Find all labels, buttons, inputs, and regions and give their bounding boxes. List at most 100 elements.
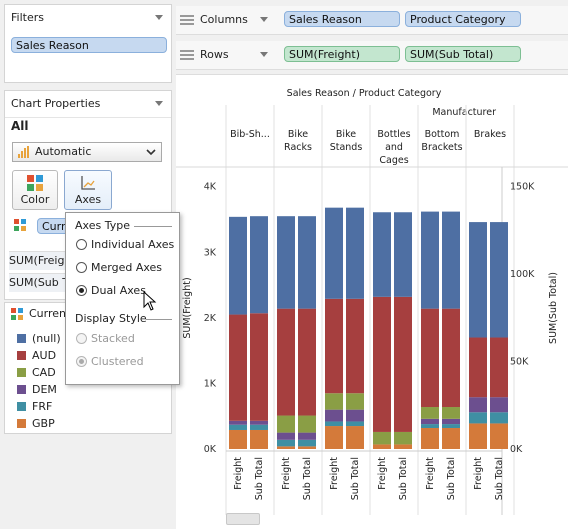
bar-measure-label: Freight [233, 457, 244, 490]
option-individual-axes-label: Individual Axes [91, 238, 175, 251]
option-clustered-label: Clustered [91, 355, 144, 368]
option-merged-axes[interactable]: Merged Axes [76, 260, 162, 276]
radio-clustered [76, 356, 87, 367]
chart-properties-title: Chart Properties [5, 91, 171, 118]
display-style-divider [146, 319, 172, 320]
bar-segment [421, 407, 439, 419]
measure-subtotal-row[interactable]: SUM(Sub Tot [9, 273, 65, 292]
radio-merged-axes[interactable] [76, 262, 87, 273]
axes-type-header: Axes Type [75, 219, 130, 232]
mark-type-select[interactable]: Automatic [12, 142, 162, 162]
bar-segment [469, 222, 487, 338]
color-button-label: Color [20, 193, 50, 206]
bar-segment [325, 421, 343, 427]
bar-segment [469, 412, 487, 424]
bar-segment [229, 216, 247, 315]
columns-shelf: Columns Sales Reason Product Category [176, 6, 568, 35]
bar-measure-label: Sub Total [302, 457, 313, 500]
bar-segment [229, 420, 247, 425]
legend-label: CAD [32, 366, 56, 379]
right-axis-tick: 100K [510, 269, 535, 280]
rows-shelf: Rows SUM(Freight) SUM(Sub Total) [176, 41, 568, 70]
filters-menu-icon[interactable] [155, 15, 163, 20]
left-axis-tick: 2K [204, 313, 217, 324]
bar-segment [346, 207, 364, 299]
bar-segment [250, 424, 268, 430]
rows-menu-icon[interactable] [260, 52, 268, 57]
axes-button[interactable]: Axes [64, 170, 112, 210]
bar-measure-label: Sub Total [254, 457, 265, 500]
legend-item[interactable]: AUD [17, 348, 56, 364]
columns-pill-sales-reason[interactable]: Sales Reason [284, 11, 400, 27]
bar-measure-label: Sub Total [446, 457, 457, 500]
columns-menu-icon[interactable] [260, 17, 268, 22]
right-axis-tick: 0K [510, 444, 523, 455]
category-header: Brackets [421, 142, 462, 153]
rows-pill-subtotal[interactable]: SUM(Sub Total) [405, 46, 521, 62]
bar-segment [346, 393, 364, 410]
bar-segment [421, 424, 439, 429]
bar-segment [490, 423, 508, 449]
bar-segment [325, 393, 343, 410]
bar-segment [277, 446, 295, 449]
legend-item[interactable]: (null) [17, 331, 61, 347]
bar-measure-label: Sub Total [350, 457, 361, 500]
radio-dual-axes[interactable] [76, 285, 87, 296]
legend-label: GBP [32, 417, 55, 430]
columns-pill-product-category[interactable]: Product Category [405, 11, 521, 27]
bar-segment [346, 421, 364, 427]
bar-segment [325, 426, 343, 449]
legend-item[interactable]: CAD [17, 365, 56, 381]
category-header: Racks [284, 142, 312, 153]
bar-measure-label: Freight [377, 457, 388, 490]
legend-item[interactable]: DEM [17, 382, 57, 398]
legend-label: DEM [32, 383, 57, 396]
bar-measure-label: Freight [329, 457, 340, 490]
bar-segment [298, 415, 316, 433]
legend-swatch [17, 368, 26, 377]
bar-segment [469, 423, 487, 449]
legend-swatch [17, 385, 26, 394]
bar-segment [229, 314, 247, 421]
bar-segment [490, 337, 508, 398]
right-axis-label: SUM(Sub Total) [548, 272, 559, 344]
measure-freight-row[interactable]: SUM(Freigh [9, 251, 65, 270]
horizontal-scrollbar-thumb[interactable] [226, 513, 260, 525]
category-header: Brakes [474, 129, 506, 140]
bar-measure-label: Sub Total [494, 457, 505, 500]
legend-item[interactable]: GBP [17, 416, 55, 432]
bar-segment [373, 444, 391, 449]
bar-segment [298, 216, 316, 309]
chart-properties-menu-icon[interactable] [155, 101, 163, 106]
axes-button-label: Axes [74, 193, 102, 206]
bar-segment [277, 308, 295, 416]
bar-segment [442, 407, 460, 419]
option-dual-axes[interactable]: Dual Axes [76, 283, 146, 299]
legend-swatch [17, 334, 26, 343]
currency-color-icon [14, 219, 26, 231]
bar-segment [442, 418, 460, 425]
subheader-manufacturer: Manufacturer [432, 107, 496, 118]
legend-item[interactable]: FRF [17, 399, 52, 415]
left-axis-tick: 3K [204, 247, 217, 258]
bar-segment [442, 424, 460, 429]
bar-segment [298, 446, 316, 449]
legend-label: AUD [32, 349, 57, 362]
bar-segment [277, 432, 295, 440]
filter-pill-sales-reason[interactable]: Sales Reason [11, 37, 167, 53]
legend-label: FRF [32, 400, 53, 413]
rows-pill-freight[interactable]: SUM(Freight) [284, 46, 400, 62]
chevron-down-icon [146, 149, 156, 156]
color-button[interactable]: Color [12, 170, 58, 210]
option-individual-axes[interactable]: Individual Axes [76, 237, 174, 253]
bar-segment [394, 444, 412, 449]
bar-segment [229, 429, 247, 449]
left-axis-tick: 4K [204, 182, 217, 193]
category-header: Bike [336, 129, 356, 140]
columns-label: Columns [200, 13, 248, 26]
bar-segment [277, 216, 295, 309]
bar-segment [277, 439, 295, 447]
bar-segment [490, 397, 508, 413]
radio-individual-axes[interactable] [76, 239, 87, 250]
category-header: Bottom [425, 129, 460, 140]
